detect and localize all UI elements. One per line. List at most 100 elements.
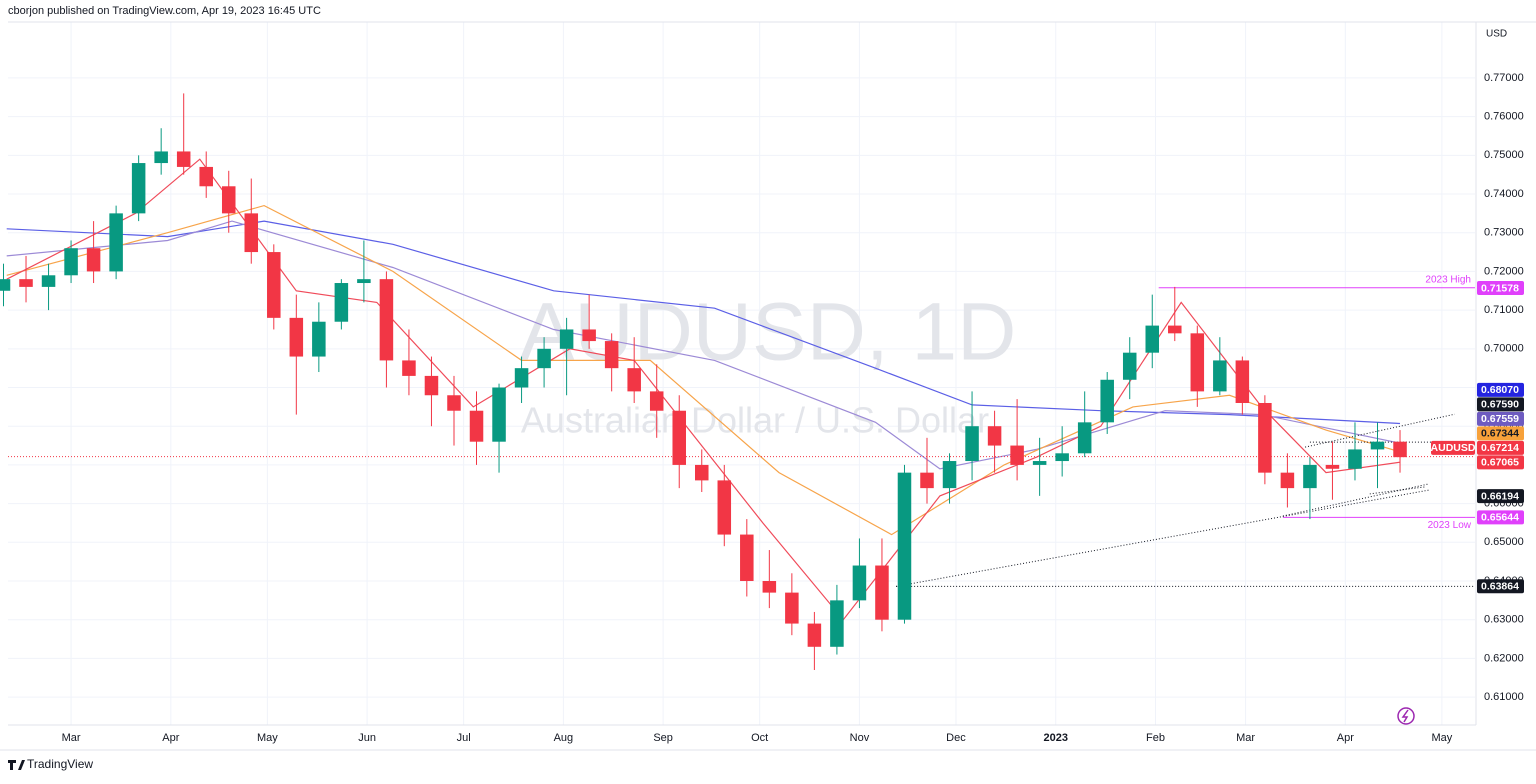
- candle-body: [785, 592, 799, 624]
- candle-body: [176, 151, 191, 167]
- candle-body: [1303, 464, 1317, 489]
- candle-body: [1280, 472, 1295, 489]
- replay-icon[interactable]: [1397, 707, 1415, 725]
- x-tick-label: May: [1431, 732, 1452, 744]
- price-tag-label: 0.67065: [1481, 457, 1519, 469]
- candle-body: [492, 387, 506, 442]
- candle-body: [717, 480, 732, 535]
- price-tag: [1477, 382, 1524, 397]
- candle-body: [965, 426, 979, 462]
- candle-body: [64, 248, 78, 276]
- plot: 2023 High 2023 Low: [0, 93, 1475, 671]
- price-tag: [1477, 489, 1524, 504]
- y-tick-label: 0.62000: [1484, 652, 1524, 664]
- candle-body: [0, 279, 11, 291]
- y-tick-label: 0.71000: [1484, 304, 1524, 316]
- candle-body: [582, 329, 596, 342]
- brand-logo: [8, 760, 25, 770]
- price-tag: [1477, 510, 1524, 525]
- candle-body: [627, 368, 641, 392]
- trendline: [1282, 483, 1430, 517]
- moving-average: [6, 220, 1401, 470]
- candle-body: [1010, 445, 1024, 465]
- candle-body: [1055, 453, 1069, 462]
- candle-body: [447, 395, 461, 411]
- candle-body: [897, 472, 912, 620]
- price-tag: [1477, 440, 1524, 455]
- annotation-label: 2023 Low: [1428, 520, 1472, 531]
- candle-body: [379, 279, 394, 361]
- candle-body: [199, 166, 213, 187]
- y-tick-label: 0.65000: [1484, 536, 1524, 548]
- price-tag-label: 0.67344: [1481, 428, 1519, 440]
- moving-average: [6, 158, 1401, 621]
- x-tick-label: Nov: [850, 732, 870, 744]
- candle-body: [1258, 402, 1272, 473]
- x-tick-label: Oct: [751, 732, 768, 744]
- x-tick-label: Apr: [162, 732, 179, 744]
- candle-body: [1122, 352, 1137, 380]
- y-tick-label: 0.73000: [1484, 227, 1524, 239]
- candle-body: [154, 151, 168, 164]
- annotation-label: 2023 High: [1425, 274, 1471, 285]
- candle-body: [424, 375, 439, 396]
- y-tick-label: 0.72000: [1484, 265, 1524, 277]
- candle-body: [875, 565, 889, 620]
- y-tick-label: 0.77000: [1484, 72, 1524, 84]
- candle-body: [559, 329, 574, 349]
- trendline: [896, 489, 1430, 587]
- price-tag: [1477, 281, 1524, 296]
- watermark: AUDUSD, 1D: [520, 287, 1017, 378]
- price-tag: [1477, 455, 1524, 470]
- y-tick-label: 0.75000: [1484, 149, 1524, 161]
- moving-average: [6, 204, 1401, 536]
- price-tag-label: 0.71578: [1481, 282, 1519, 294]
- candle-body: [402, 360, 416, 376]
- grid: [8, 22, 1475, 725]
- candle-body: [1235, 360, 1250, 403]
- candle-body: [334, 283, 349, 322]
- candle-body: [312, 321, 326, 357]
- candle-body: [1370, 441, 1385, 450]
- price-tag: [1477, 397, 1524, 412]
- brand: TradingView: [27, 757, 93, 771]
- price-tag-label: 0.66194: [1481, 490, 1519, 502]
- price-tag-label: 0.65644: [1481, 512, 1519, 524]
- candle-body: [469, 410, 484, 442]
- candle-body: [514, 368, 529, 388]
- candle-body: [1100, 379, 1114, 423]
- y-tick-label: 0.63000: [1484, 614, 1524, 626]
- y-tick-label: 0.74000: [1484, 188, 1524, 200]
- candle-body: [1348, 449, 1362, 469]
- trendline: [1369, 486, 1425, 495]
- candle-body: [1077, 422, 1092, 454]
- y-tick-label: 0.61000: [1484, 691, 1524, 703]
- candle-body: [131, 163, 146, 214]
- x-tick-label: Feb: [1146, 732, 1165, 744]
- price-tag-label: 0.63864: [1481, 581, 1519, 593]
- candle-body: [1145, 325, 1160, 353]
- candle-body: [1325, 464, 1340, 469]
- candle-body: [830, 600, 844, 647]
- x-tick-label: Mar: [62, 732, 81, 744]
- x-tick-label: 2023: [1043, 732, 1067, 744]
- candle-body: [1190, 333, 1205, 392]
- y-tick-label: 0.70000: [1484, 343, 1524, 355]
- candle-body: [289, 317, 304, 357]
- price-tag-label: 0.67559: [1481, 413, 1519, 425]
- x-tick-label: Sep: [653, 732, 673, 744]
- candle-body: [672, 410, 686, 465]
- x-tick-label: Jul: [457, 732, 471, 744]
- candle-body: [852, 565, 867, 601]
- candle-body: [762, 581, 777, 593]
- candle-body: [695, 464, 709, 481]
- candle-body: [987, 426, 1002, 446]
- replay-icon-bolt: [1401, 709, 1409, 723]
- candle-body: [41, 275, 56, 287]
- symbol-tag: [1431, 440, 1475, 455]
- watermark-subtitle: Australian Dollar / U.S. Dollar: [521, 400, 989, 441]
- x-tick-label: Dec: [946, 732, 966, 744]
- candle-body: [807, 623, 822, 647]
